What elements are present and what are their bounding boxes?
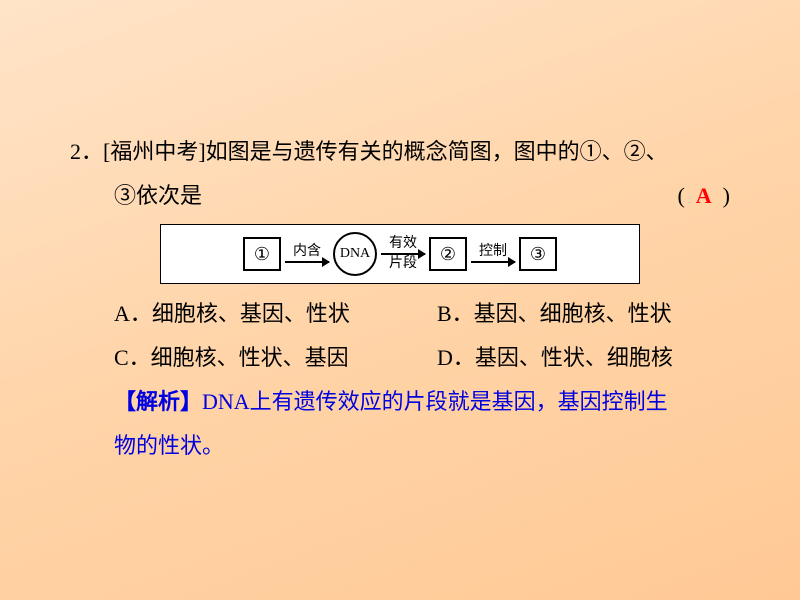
arrow-line-icon [381, 253, 425, 255]
arrow-1: 内含 [285, 244, 329, 264]
option-b: B．基因、细胞核、性状 [437, 292, 730, 336]
answer-letter: A [696, 183, 712, 208]
arrow-line-icon [285, 261, 329, 263]
arrow-3: 控制 [471, 244, 515, 264]
paren-open: ( [677, 183, 684, 208]
paren-close: ) [723, 183, 730, 208]
arrow-1-label: 内含 [293, 244, 321, 260]
node-dna: DNA [333, 232, 377, 276]
concept-diagram: ① 内含 DNA 有效 片段 ② 控制 ③ [160, 224, 640, 284]
question-number: 2． [70, 139, 103, 164]
option-a: A．细胞核、基因、性状 [114, 292, 407, 336]
explanation-text-2: 物的性状。 [114, 433, 224, 458]
arrow-2-label-top: 有效 [389, 236, 417, 252]
explanation-line-2: 物的性状。 [70, 424, 730, 468]
question-stem-2: ③依次是 [114, 183, 202, 208]
node-1: ① [243, 237, 281, 271]
question-line-1: 2．[福州中考]如图是与遗传有关的概念简图，图中的①、②、 [70, 130, 730, 174]
question-source: [福州中考] [103, 139, 206, 164]
answer-paren: ( A ) [677, 174, 730, 218]
question-stem-1: 如图是与遗传有关的概念简图，图中的①、②、 [206, 139, 668, 164]
arrow-2-label-bottom: 片段 [389, 256, 417, 272]
options-grid: A．细胞核、基因、性状 B．基因、细胞核、性状 C．细胞核、性状、基因 D．基因… [70, 292, 730, 380]
arrow-2: 有效 片段 [381, 236, 425, 272]
arrow-line-icon [471, 261, 515, 263]
explanation-line-1: 【解析】DNA上有遗传效应的片段就是基因，基因控制生 [70, 380, 730, 424]
node-2: ② [429, 237, 467, 271]
question-line-2: ③依次是 ( A ) [70, 174, 730, 218]
explanation-text-1: DNA上有遗传效应的片段就是基因，基因控制生 [202, 389, 668, 414]
option-d: D．基因、性状、细胞核 [437, 336, 730, 380]
explanation-label: 【解析】 [114, 389, 202, 414]
arrow-3-label: 控制 [479, 244, 507, 260]
node-3: ③ [519, 237, 557, 271]
option-c: C．细胞核、性状、基因 [114, 336, 407, 380]
